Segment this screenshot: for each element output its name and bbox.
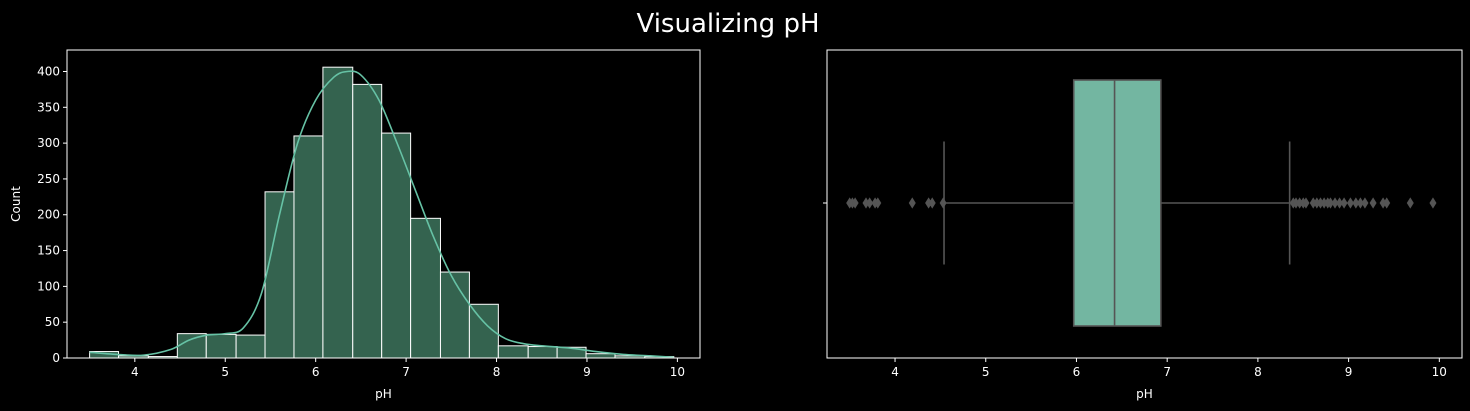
boxplot-outlier [1340, 197, 1348, 209]
boxplot-box [1072, 79, 1162, 327]
histogram-bar [439, 271, 470, 359]
boxplot-outlier [1406, 197, 1414, 209]
histogram-y-tick-label: 150 [37, 244, 60, 258]
boxplot-x-label: pH [1136, 387, 1153, 401]
histogram-y-tick-label: 100 [37, 279, 60, 293]
histogram-bar [585, 353, 616, 359]
boxplot-outlier [866, 197, 874, 209]
histogram-bar [235, 334, 266, 359]
boxplot-outlier [874, 197, 882, 209]
boxplot-outlier [1302, 197, 1310, 209]
kde-curve [89, 70, 674, 359]
histogram-x-ticks: 4 5 6 7 8 9 10 [131, 358, 685, 379]
boxplot-x-tick-label: 4 [891, 365, 899, 379]
boxplot-chart: 4 5 6 7 8 9 10 pH [823, 49, 1463, 401]
histogram-y-tick-label: 250 [37, 172, 60, 186]
histogram-y-label: Count [9, 186, 23, 222]
boxplot-outlier [939, 197, 947, 209]
histogram-y-tick-label: 400 [37, 64, 60, 78]
histogram-bar [527, 346, 558, 359]
boxplot-x-ticks: 4 5 6 7 8 9 10 [891, 358, 1447, 379]
boxplot-x-tick-label: 6 [1073, 365, 1081, 379]
histogram-x-label: pH [375, 387, 392, 401]
histogram-x-tick-label: 4 [131, 365, 139, 379]
boxplot-outlier [928, 197, 936, 209]
figure-title: Visualizing pH [636, 9, 819, 39]
histogram-bar [352, 83, 383, 359]
boxplot-x-tick-label: 8 [1254, 365, 1262, 379]
histogram-chart: 4 5 6 7 8 9 10 0 50 100 150 200 250 300 350 400 pH Cou… [9, 49, 701, 401]
histogram-bar [322, 66, 354, 359]
boxplot-x-tick-label: 10 [1432, 365, 1447, 379]
histogram-y-tick-label: 50 [45, 315, 60, 329]
boxplot-x-tick-label: 5 [982, 365, 990, 379]
histogram-x-tick-label: 6 [312, 365, 320, 379]
histogram-bar [205, 333, 237, 359]
histogram-bar [264, 191, 295, 359]
histogram-x-tick-label: 10 [670, 365, 685, 379]
boxplot-outlier [908, 197, 916, 209]
histogram-bar [497, 345, 529, 359]
histogram-bar [410, 217, 441, 359]
histogram-bar [293, 135, 324, 359]
boxplot-x-tick-label: 7 [1163, 365, 1171, 379]
histogram-bar [176, 333, 207, 359]
boxplot-outlier [1346, 197, 1354, 209]
histogram-bars [89, 66, 675, 359]
histogram-x-tick-label: 5 [221, 365, 229, 379]
histogram-y-tick-label: 200 [37, 208, 60, 222]
boxplot-outliers [846, 197, 1437, 209]
histogram-x-tick-label: 9 [583, 365, 591, 379]
histogram-axes-frame [66, 49, 701, 359]
histogram-x-tick-label: 8 [493, 365, 501, 379]
boxplot-x-tick-label: 9 [1345, 365, 1353, 379]
boxplot-outlier [1429, 197, 1437, 209]
histogram-x-tick-label: 7 [402, 365, 410, 379]
histogram-y-tick-label: 0 [52, 351, 60, 365]
boxplot-axes-frame [826, 49, 1463, 359]
boxplot-outlier [1361, 197, 1369, 209]
histogram-y-tick-label: 350 [37, 100, 60, 114]
histogram-y-ticks: 0 50 100 150 200 250 300 350 400 [37, 64, 67, 365]
boxplot-outlier [1383, 197, 1391, 209]
histogram-y-tick-label: 300 [37, 136, 60, 150]
boxplot-outlier [851, 197, 859, 209]
boxplot-outlier [1369, 197, 1377, 209]
